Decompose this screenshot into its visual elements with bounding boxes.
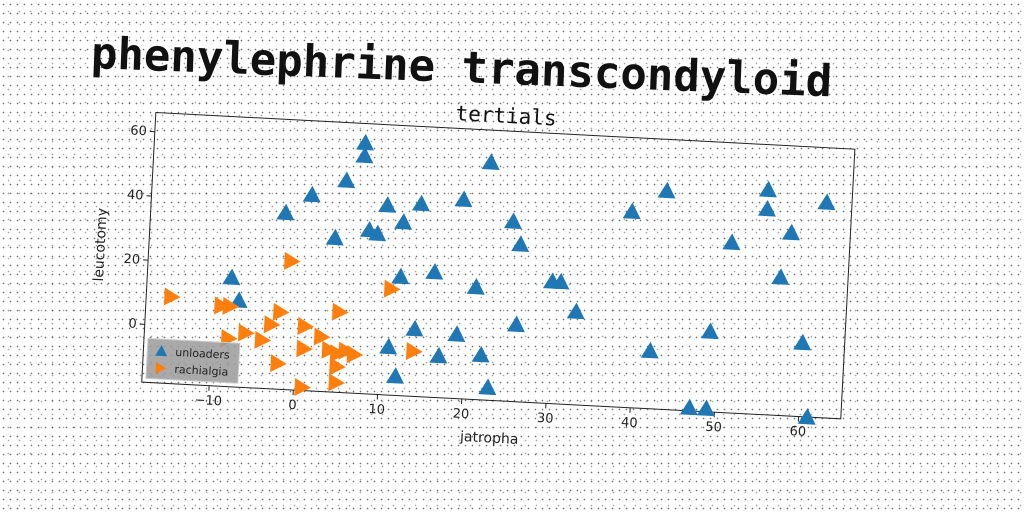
data-point-unloaders (506, 315, 525, 333)
x-axis-label: jatropha (459, 429, 519, 448)
data-point-rachialgia (272, 302, 290, 321)
data-point-rachialgia (313, 327, 331, 346)
data-point-rachialgia (254, 330, 272, 349)
data-point-unloaders (771, 268, 790, 285)
data-point-unloaders (797, 408, 816, 425)
scatter-chart: tertials −10 0 10 20 30 40 50 60 0 20 40 60 jatroph… (91, 101, 856, 448)
data-point-rachialgia (270, 354, 287, 373)
data-point-rachialgia (296, 339, 313, 358)
y-axis-label: leucotomy (91, 208, 111, 282)
data-point-unloaders (325, 228, 344, 246)
x-tick-label: 40 (621, 415, 638, 431)
data-point-unloaders (394, 213, 413, 230)
data-point-unloaders (379, 337, 398, 355)
data-point-unloaders (551, 272, 570, 290)
data-point-unloaders (355, 146, 374, 164)
series-unloaders (222, 133, 836, 425)
data-point-unloaders (466, 278, 485, 295)
data-point-unloaders (454, 190, 473, 208)
y-tick-label: 60 (130, 124, 147, 140)
data-point-unloaders (481, 153, 500, 170)
x-tick-label: 0 (288, 398, 297, 413)
data-point-unloaders (429, 346, 448, 364)
y-tick-label: 0 (128, 317, 137, 332)
chart-title: tertials (455, 101, 557, 130)
data-point-rachialgia (321, 340, 339, 359)
legend-label: rachialgia (174, 363, 229, 379)
data-point-unloaders (696, 399, 715, 417)
data-point-unloaders (447, 325, 466, 342)
data-point-unloaders (368, 224, 387, 242)
data-point-rachialgia (383, 279, 401, 298)
data-point-rachialgia (237, 323, 255, 342)
chart: tertials −10 0 10 20 30 40 50 60 0 20 40 60 jatroph… (76, 79, 895, 500)
data-point-rachialgia (263, 315, 281, 334)
x-tick-label: −10 (194, 393, 222, 409)
data-point-unloaders (817, 193, 836, 211)
legend-marker (155, 361, 167, 374)
data-point-unloaders (471, 345, 490, 363)
x-tick-label: 60 (789, 424, 806, 440)
legend-marker (155, 345, 168, 357)
data-point-unloaders (356, 133, 374, 151)
data-point-unloaders (679, 398, 698, 416)
y-tick-label: 40 (127, 188, 144, 204)
data-point-unloaders (700, 322, 719, 340)
data-point-unloaders (276, 203, 295, 221)
data-point-unloaders (405, 319, 424, 337)
data-point-rachialgia (405, 341, 423, 360)
data-point-rachialgia (222, 296, 240, 315)
data-point-rachialgia (329, 357, 346, 376)
x-tick-label: 50 (705, 420, 722, 436)
data-point-rachialgia (331, 302, 349, 321)
legend-box (145, 337, 241, 384)
data-point-rachialgia (294, 377, 311, 396)
data-point-rachialgia (163, 287, 181, 306)
data-point-rachialgia (297, 316, 315, 335)
data-point-unloaders (478, 378, 497, 396)
data-point-unloaders (758, 180, 777, 198)
data-point-unloaders (793, 333, 812, 351)
data-point-unloaders (511, 235, 530, 252)
data-point-unloaders (622, 202, 641, 220)
data-point-rachialgia (328, 373, 345, 392)
data-point-unloaders (503, 212, 522, 230)
data-point-rachialgia (214, 296, 231, 315)
data-point-rachialgia (283, 251, 301, 270)
data-point-unloaders (757, 199, 776, 217)
x-tick-label: 20 (452, 406, 469, 422)
x-tick-label: 10 (368, 402, 385, 418)
data-points (163, 133, 836, 425)
plot-area (141, 112, 856, 420)
x-tick-label: 30 (537, 411, 554, 427)
series-rachialgia (163, 251, 423, 396)
data-point-rachialgia (346, 345, 364, 364)
data-point-unloaders (782, 223, 800, 241)
data-point-unloaders (657, 181, 676, 199)
data-point-unloaders (640, 341, 659, 359)
data-point-unloaders (425, 262, 444, 280)
data-point-unloaders (722, 233, 741, 251)
axis-ticks: −10 0 10 20 30 40 50 60 0 20 40 60 (123, 124, 806, 440)
y-tick-label: 20 (123, 252, 140, 268)
data-point-unloaders (222, 268, 241, 286)
data-point-unloaders (391, 267, 410, 285)
data-point-unloaders (566, 302, 585, 320)
data-point-unloaders (411, 194, 430, 212)
data-point-rachialgia (329, 344, 347, 363)
legend-label: unloaders (175, 346, 230, 362)
data-point-unloaders (386, 367, 404, 384)
data-point-unloaders (302, 185, 321, 203)
data-point-unloaders (337, 171, 356, 189)
data-point-rachialgia (338, 341, 356, 360)
data-point-unloaders (378, 196, 397, 213)
